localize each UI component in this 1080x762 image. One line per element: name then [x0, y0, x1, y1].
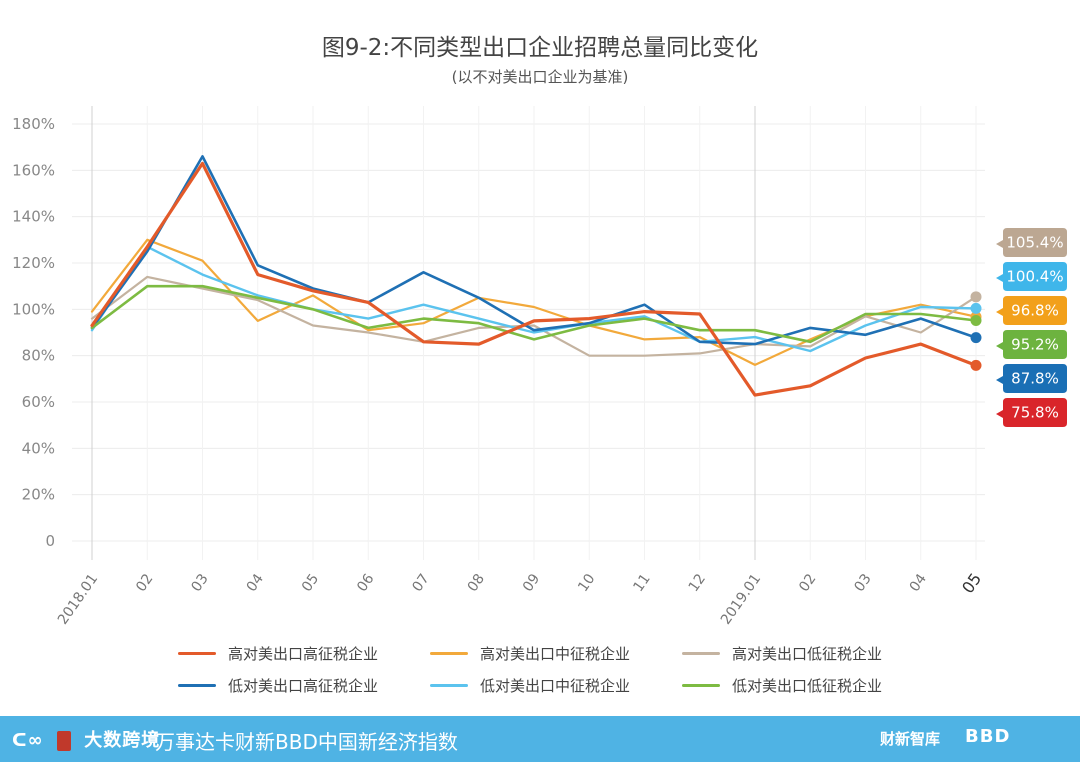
legend-item: 高对美出口低征税企业: [682, 643, 934, 663]
x-tick-label: 07: [409, 571, 432, 595]
series-end-dot-3: [970, 291, 982, 303]
end-value-tag: 105.4%: [996, 228, 1067, 257]
legend-swatch: [430, 651, 468, 655]
series-end-dot-6: [970, 314, 982, 326]
x-tick-label: 06: [354, 571, 377, 595]
x-tick-label: 02: [796, 571, 819, 595]
end-value-tag-bg: [996, 364, 1067, 393]
series-end-dot-4: [970, 332, 982, 344]
series-line-4: [90, 155, 978, 346]
chart-legend: 高对美出口高征税企业 高对美出口中征税企业 高对美出口低征税企业低对美出口高征税企业…: [178, 643, 938, 695]
y-tick-label: 140%: [12, 208, 55, 226]
x-tick-label: 03: [188, 571, 211, 595]
chart-title: 图9-2:不同类型出口企业招聘总量同比变化: [321, 35, 759, 61]
end-value-tag: 96.8%: [996, 296, 1067, 325]
logo-mark-icon: ᑕ∞: [12, 730, 44, 751]
legend-swatch: [682, 651, 720, 655]
x-tick-label: 09: [520, 571, 543, 595]
x-tick-label: 03: [851, 571, 874, 595]
legend-item: 高对美出口高征税企业: [178, 643, 430, 663]
footer-logo-text: 大数跨境: [84, 730, 161, 751]
legend-swatch: [178, 683, 216, 687]
series-line-1: [90, 161, 978, 397]
x-tick-label: 12: [686, 571, 709, 595]
y-tick-label: 40%: [22, 439, 55, 457]
x-tick-label: 04: [907, 571, 930, 595]
bbd-logo: BBD: [965, 726, 1011, 747]
legend-item: 低对美出口中征税企业: [430, 675, 682, 695]
legend-swatch: [682, 683, 720, 687]
end-value-tag-bg: [996, 330, 1067, 359]
x-tick-label: 2019.01: [718, 571, 764, 628]
y-tick-label: 160%: [12, 161, 55, 179]
x-tick-label: 10: [575, 571, 598, 595]
end-value-label: 96.8%: [1011, 302, 1059, 320]
caixin-think-tank-logo: 财新智库: [880, 730, 941, 748]
x-tick-label: 05: [958, 569, 985, 597]
legend-item: 低对美出口高征税企业: [178, 675, 430, 695]
end-value-label: 75.8%: [1011, 404, 1059, 422]
y-tick-label: 20%: [22, 486, 55, 504]
series-end-dot-1: [970, 359, 982, 371]
legend-label: 高对美出口中征税企业: [480, 644, 631, 663]
y-tick-label: 0: [45, 532, 55, 550]
y-tick-label: 180%: [12, 115, 55, 133]
y-tick-label: 60%: [22, 393, 55, 411]
footer-logo: ᑕ∞ 大数跨境: [12, 726, 160, 752]
end-value-tag-bg: [996, 296, 1067, 325]
series-end-dot-5: [970, 302, 982, 314]
end-value-tag-bg: [996, 398, 1067, 427]
footer-source-text: 万事达卡财新BBD中国新经济指数: [155, 730, 458, 754]
y-tick-label: 80%: [22, 347, 55, 365]
series-line-3: [90, 275, 978, 357]
x-tick-label: 2018.01: [55, 571, 101, 628]
y-tick-label: 120%: [12, 254, 55, 272]
line-chart: 0 20% 40% 60% 80% 100% 120% 140% 160% 180% 2018.01…: [12, 106, 1067, 628]
x-tick-label: 04: [244, 571, 267, 595]
legend-item: 低对美出口低征税企业: [682, 675, 934, 695]
end-value-tag: 75.8%: [996, 398, 1067, 427]
series-line-6: [90, 284, 978, 344]
legend-label: 低对美出口低征税企业: [732, 676, 883, 695]
footer-bar: ᑕ∞ 大数跨境 万事达卡财新BBD中国新经济指数 财新智库 BBD: [0, 716, 1080, 762]
legend-label: 低对美出口中征税企业: [480, 676, 631, 695]
series-line-5: [90, 245, 978, 353]
chart-subtitle: (以不对美出口企业为基准): [451, 68, 629, 86]
end-value-label: 95.2%: [1011, 336, 1059, 354]
legend-swatch: [178, 651, 216, 655]
logo-box-icon: [56, 731, 71, 751]
y-tick-label: 100%: [12, 300, 55, 318]
x-tick-label: 08: [465, 571, 488, 595]
end-value-label: 100.4%: [1006, 268, 1063, 286]
legend-label: 高对美出口低征税企业: [732, 644, 883, 663]
end-value-label: 87.8%: [1011, 370, 1059, 388]
legend-label: 低对美出口高征税企业: [228, 676, 379, 695]
x-tick-label: 02: [133, 571, 156, 595]
legend-label: 高对美出口高征税企业: [228, 644, 379, 663]
end-value-tag: 100.4%: [996, 262, 1067, 291]
end-value-tag-bg: [996, 228, 1067, 257]
end-value-tag-bg: [996, 262, 1067, 291]
x-tick-label: 05: [299, 571, 322, 595]
x-tick-label: 11: [630, 571, 653, 595]
legend-swatch: [430, 683, 468, 687]
end-value-label: 105.4%: [1006, 234, 1063, 252]
end-value-tag: 87.8%: [996, 364, 1067, 393]
legend-item: 高对美出口中征税企业: [430, 643, 682, 663]
end-value-tag: 95.2%: [996, 330, 1067, 359]
